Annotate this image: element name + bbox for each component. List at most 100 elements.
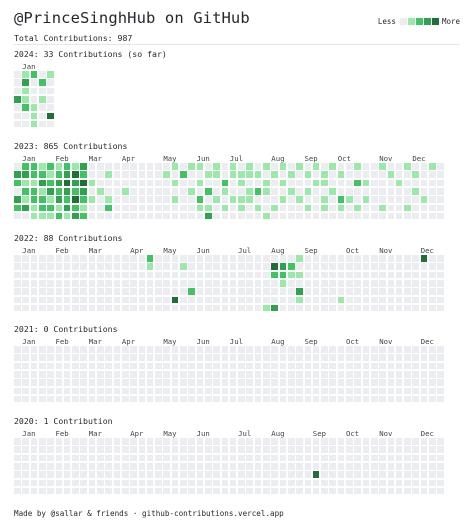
- contribution-day[interactable]: [429, 288, 436, 295]
- contribution-day[interactable]: [97, 362, 104, 370]
- contribution-day[interactable]: [196, 212, 204, 220]
- contribution-day[interactable]: [437, 395, 444, 403]
- contribution-day[interactable]: [47, 87, 54, 95]
- contribution-day[interactable]: [180, 212, 187, 220]
- contribution-day[interactable]: [138, 179, 146, 187]
- contribution-day[interactable]: [321, 255, 328, 262]
- contribution-day[interactable]: [30, 346, 38, 353]
- contribution-day[interactable]: [80, 179, 88, 187]
- contribution-day[interactable]: [254, 346, 262, 353]
- contribution-day[interactable]: [337, 304, 345, 312]
- contribution-day[interactable]: [163, 379, 171, 386]
- contribution-day[interactable]: [387, 438, 395, 445]
- contribution-day[interactable]: [229, 362, 237, 370]
- contribution-day[interactable]: [204, 462, 212, 470]
- contribution-day[interactable]: [105, 462, 112, 470]
- contribution-day[interactable]: [287, 370, 295, 378]
- contribution-day[interactable]: [30, 279, 38, 287]
- contribution-day[interactable]: [130, 196, 137, 203]
- contribution-day[interactable]: [312, 395, 320, 403]
- contribution-day[interactable]: [329, 296, 337, 304]
- contribution-day[interactable]: [304, 471, 312, 478]
- contribution-day[interactable]: [196, 370, 204, 378]
- contribution-day[interactable]: [238, 370, 245, 378]
- contribution-day[interactable]: [420, 163, 428, 170]
- contribution-day[interactable]: [229, 271, 237, 279]
- contribution-day[interactable]: [163, 387, 171, 395]
- contribution-day[interactable]: [412, 171, 420, 178]
- contribution-day[interactable]: [263, 370, 270, 378]
- contribution-day[interactable]: [180, 163, 187, 170]
- contribution-day[interactable]: [321, 446, 328, 453]
- contribution-day[interactable]: [213, 296, 220, 304]
- contribution-day[interactable]: [38, 487, 46, 495]
- contribution-day[interactable]: [287, 163, 295, 170]
- contribution-day[interactable]: [113, 487, 121, 495]
- contribution-day[interactable]: [321, 370, 328, 378]
- contribution-day[interactable]: [337, 362, 345, 370]
- contribution-day[interactable]: [379, 462, 386, 470]
- contribution-day[interactable]: [254, 212, 262, 220]
- contribution-day[interactable]: [22, 288, 29, 295]
- contribution-day[interactable]: [138, 370, 146, 378]
- contribution-day[interactable]: [321, 163, 328, 170]
- contribution-day[interactable]: [138, 171, 146, 178]
- contribution-day[interactable]: [329, 187, 337, 195]
- contribution-day[interactable]: [321, 288, 328, 295]
- contribution-day[interactable]: [22, 304, 29, 312]
- contribution-day[interactable]: [88, 171, 96, 178]
- contribution-day[interactable]: [246, 288, 254, 295]
- contribution-day[interactable]: [221, 446, 229, 453]
- contribution-day[interactable]: [155, 288, 162, 295]
- contribution-day[interactable]: [196, 354, 204, 361]
- contribution-day[interactable]: [287, 288, 295, 295]
- contribution-day[interactable]: [97, 263, 104, 270]
- contribution-day[interactable]: [30, 379, 38, 386]
- contribution-day[interactable]: [14, 346, 21, 353]
- contribution-day[interactable]: [354, 379, 361, 386]
- contribution-day[interactable]: [146, 163, 154, 170]
- contribution-day[interactable]: [395, 187, 403, 195]
- contribution-day[interactable]: [329, 204, 337, 212]
- contribution-day[interactable]: [213, 204, 220, 212]
- contribution-day[interactable]: [404, 362, 411, 370]
- contribution-day[interactable]: [238, 179, 245, 187]
- contribution-day[interactable]: [337, 462, 345, 470]
- contribution-day[interactable]: [163, 462, 171, 470]
- contribution-day[interactable]: [379, 479, 386, 487]
- contribution-day[interactable]: [429, 354, 436, 361]
- contribution-day[interactable]: [180, 387, 187, 395]
- contribution-day[interactable]: [105, 354, 112, 361]
- contribution-day[interactable]: [279, 163, 287, 170]
- contribution-day[interactable]: [47, 462, 54, 470]
- contribution-day[interactable]: [97, 395, 104, 403]
- contribution-day[interactable]: [63, 387, 71, 395]
- contribution-day[interactable]: [420, 255, 428, 262]
- contribution-day[interactable]: [395, 346, 403, 353]
- contribution-day[interactable]: [180, 346, 187, 353]
- contribution-day[interactable]: [146, 263, 154, 270]
- contribution-day[interactable]: [188, 163, 195, 170]
- contribution-day[interactable]: [337, 379, 345, 386]
- contribution-day[interactable]: [354, 346, 361, 353]
- contribution-day[interactable]: [163, 255, 171, 262]
- contribution-day[interactable]: [437, 354, 444, 361]
- contribution-day[interactable]: [437, 379, 444, 386]
- contribution-day[interactable]: [138, 362, 146, 370]
- contribution-day[interactable]: [229, 479, 237, 487]
- contribution-day[interactable]: [55, 471, 63, 478]
- contribution-day[interactable]: [88, 263, 96, 270]
- contribution-day[interactable]: [321, 387, 328, 395]
- contribution-day[interactable]: [47, 446, 54, 453]
- contribution-day[interactable]: [130, 212, 137, 220]
- contribution-day[interactable]: [204, 395, 212, 403]
- contribution-day[interactable]: [171, 163, 179, 170]
- contribution-day[interactable]: [238, 271, 245, 279]
- contribution-day[interactable]: [271, 196, 278, 203]
- contribution-day[interactable]: [412, 255, 420, 262]
- contribution-day[interactable]: [180, 446, 187, 453]
- contribution-day[interactable]: [188, 296, 195, 304]
- contribution-day[interactable]: [238, 387, 245, 395]
- contribution-day[interactable]: [88, 179, 96, 187]
- contribution-day[interactable]: [229, 279, 237, 287]
